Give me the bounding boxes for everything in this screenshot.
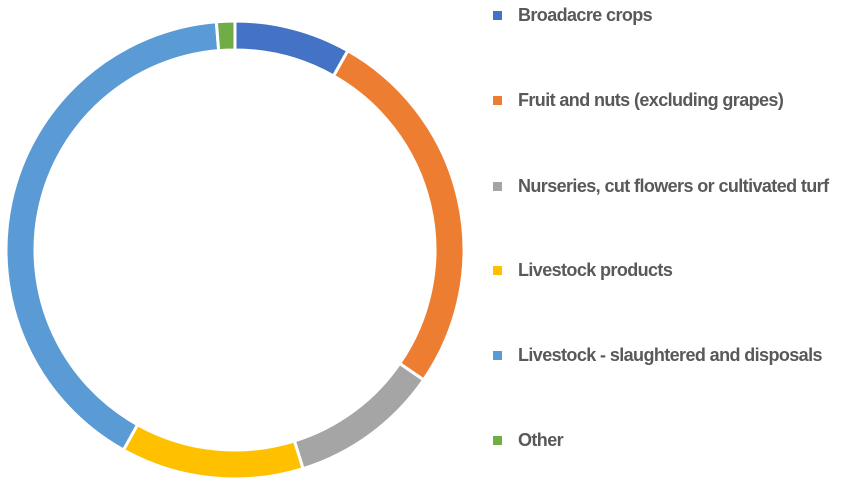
donut-segment <box>233 19 350 79</box>
legend-label: Livestock products <box>518 260 673 280</box>
donut-segment <box>4 20 221 453</box>
legend-label: Broadacre crops <box>518 5 653 25</box>
legend-swatch <box>493 182 502 191</box>
legend-item: Livestock - slaughtered and disposals <box>493 342 853 369</box>
donut-segment <box>121 422 305 479</box>
legend-item: Fruit and nuts (excluding grapes) <box>493 87 853 114</box>
donut-segment <box>214 19 237 53</box>
legend-item: Broadacre crops <box>493 2 853 29</box>
donut-segment <box>292 361 426 471</box>
donut-segment <box>331 48 466 382</box>
legend-swatch <box>493 351 502 360</box>
legend-swatch <box>493 266 502 275</box>
legend-label: Other <box>518 430 564 450</box>
legend-swatch <box>493 436 502 445</box>
legend-label: Fruit and nuts (excluding grapes) <box>518 90 784 110</box>
legend-item: Livestock products <box>493 257 853 284</box>
legend-item: Nurseries, cut flowers or cultivated tur… <box>493 173 853 200</box>
legend-swatch <box>493 96 502 105</box>
legend-label: Nurseries, cut flowers or cultivated tur… <box>518 176 829 196</box>
legend-item: Other <box>493 427 853 454</box>
legend-swatch <box>493 11 502 20</box>
legend-label: Livestock - slaughtered and disposals <box>518 345 823 365</box>
